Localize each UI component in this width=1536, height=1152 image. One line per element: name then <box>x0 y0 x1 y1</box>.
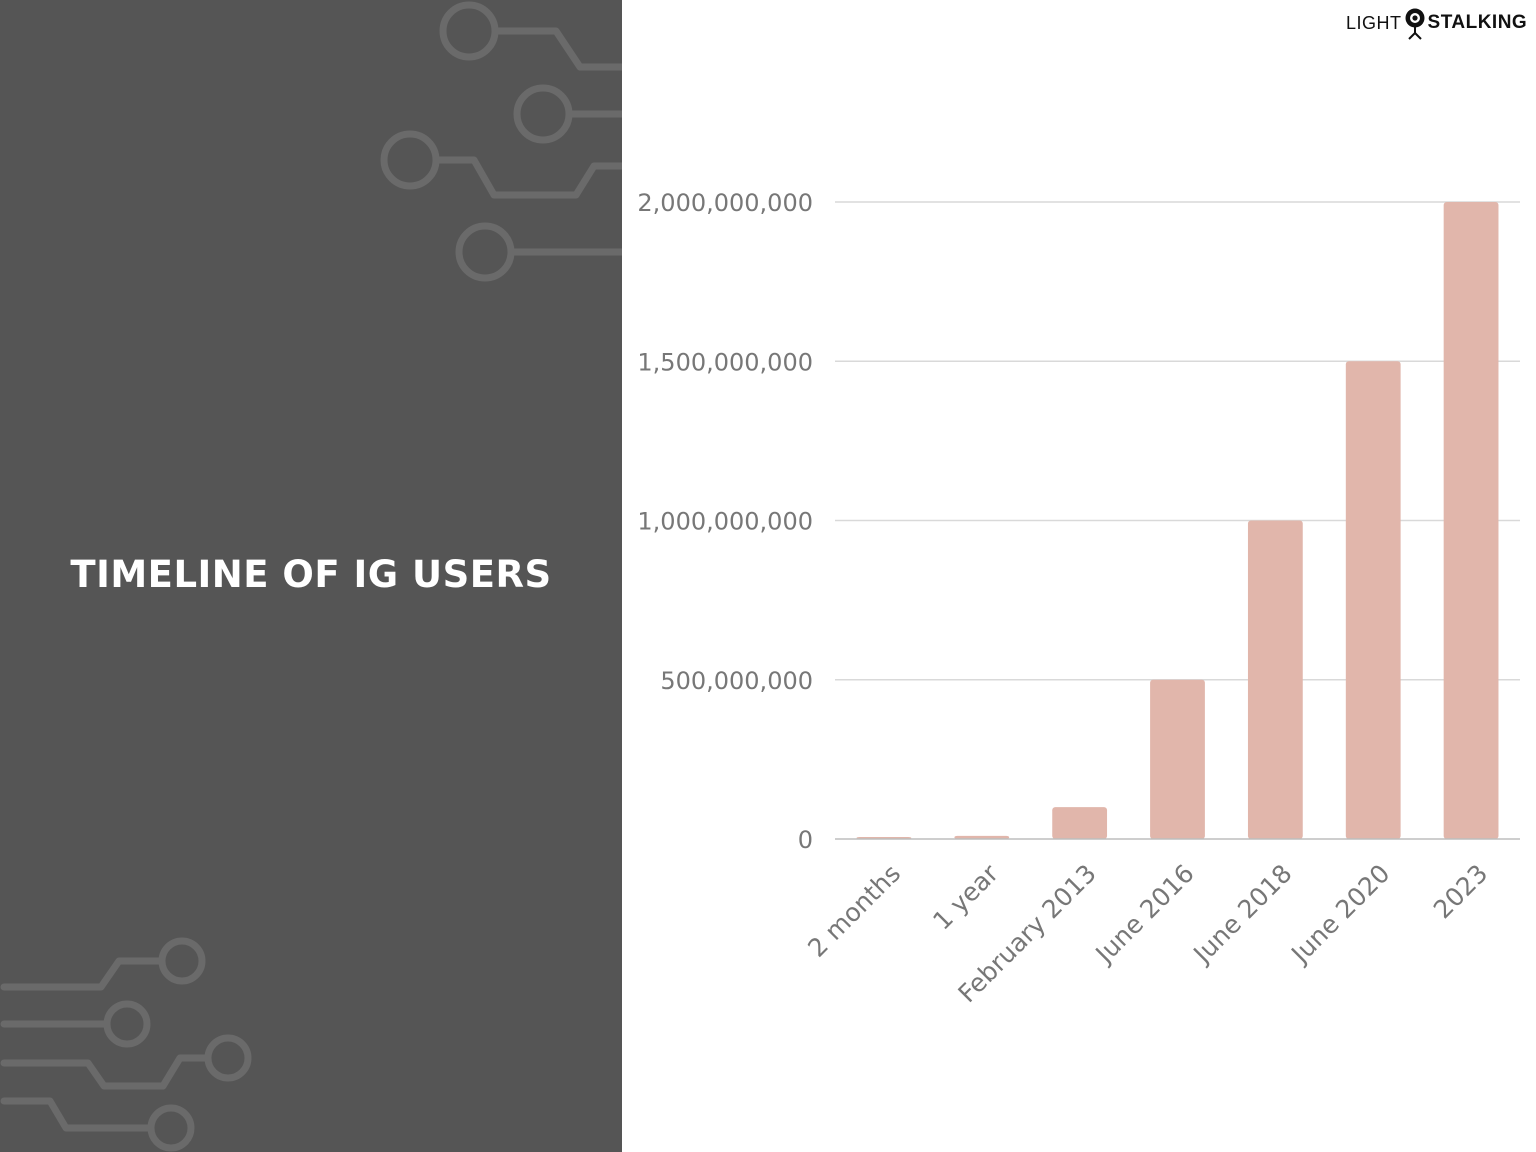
slide-title: TIMELINE OF IG USERS <box>70 553 552 596</box>
y-tick-labels: 0 500,000,000 1,000,000,000 1,500,000,000 2,… <box>637 189 813 854</box>
left-panel: TIMELINE OF IG USERS <box>0 0 622 1152</box>
x-tick-label: 2023 <box>1428 859 1493 924</box>
light-stalking-logo: LIGHT STALKING <box>1346 6 1527 40</box>
x-tick-label: June 2016 <box>1089 859 1200 970</box>
gridlines <box>835 201 1520 681</box>
bar <box>1247 520 1303 839</box>
y-tick-label: 2,000,000,000 <box>637 189 813 217</box>
bar-chart: 0 500,000,000 1,000,000,000 1,500,000,000 2,… <box>637 189 1520 1008</box>
y-tick-label: 0 <box>798 826 813 854</box>
circuit-decoration <box>0 1 622 1152</box>
y-tick-label: 1,000,000,000 <box>637 508 813 536</box>
x-tick-label: 1 year <box>927 858 1004 935</box>
x-tick-label: June 2020 <box>1284 859 1395 970</box>
logo-text-stalking: STALKING <box>1427 12 1528 33</box>
y-tick-label: 1,500,000,000 <box>637 348 813 376</box>
bar <box>1345 361 1401 839</box>
bar <box>1150 679 1205 839</box>
bar <box>1443 202 1499 839</box>
logo-text-light: LIGHT <box>1346 12 1402 33</box>
x-tick-label: 2 months <box>802 859 906 963</box>
bar <box>1052 807 1108 839</box>
y-tick-label: 500,000,000 <box>660 667 813 695</box>
bar <box>954 835 1010 839</box>
bars <box>856 202 1499 839</box>
x-tick-label: June 2018 <box>1187 859 1298 970</box>
camera-icon <box>1405 8 1425 40</box>
